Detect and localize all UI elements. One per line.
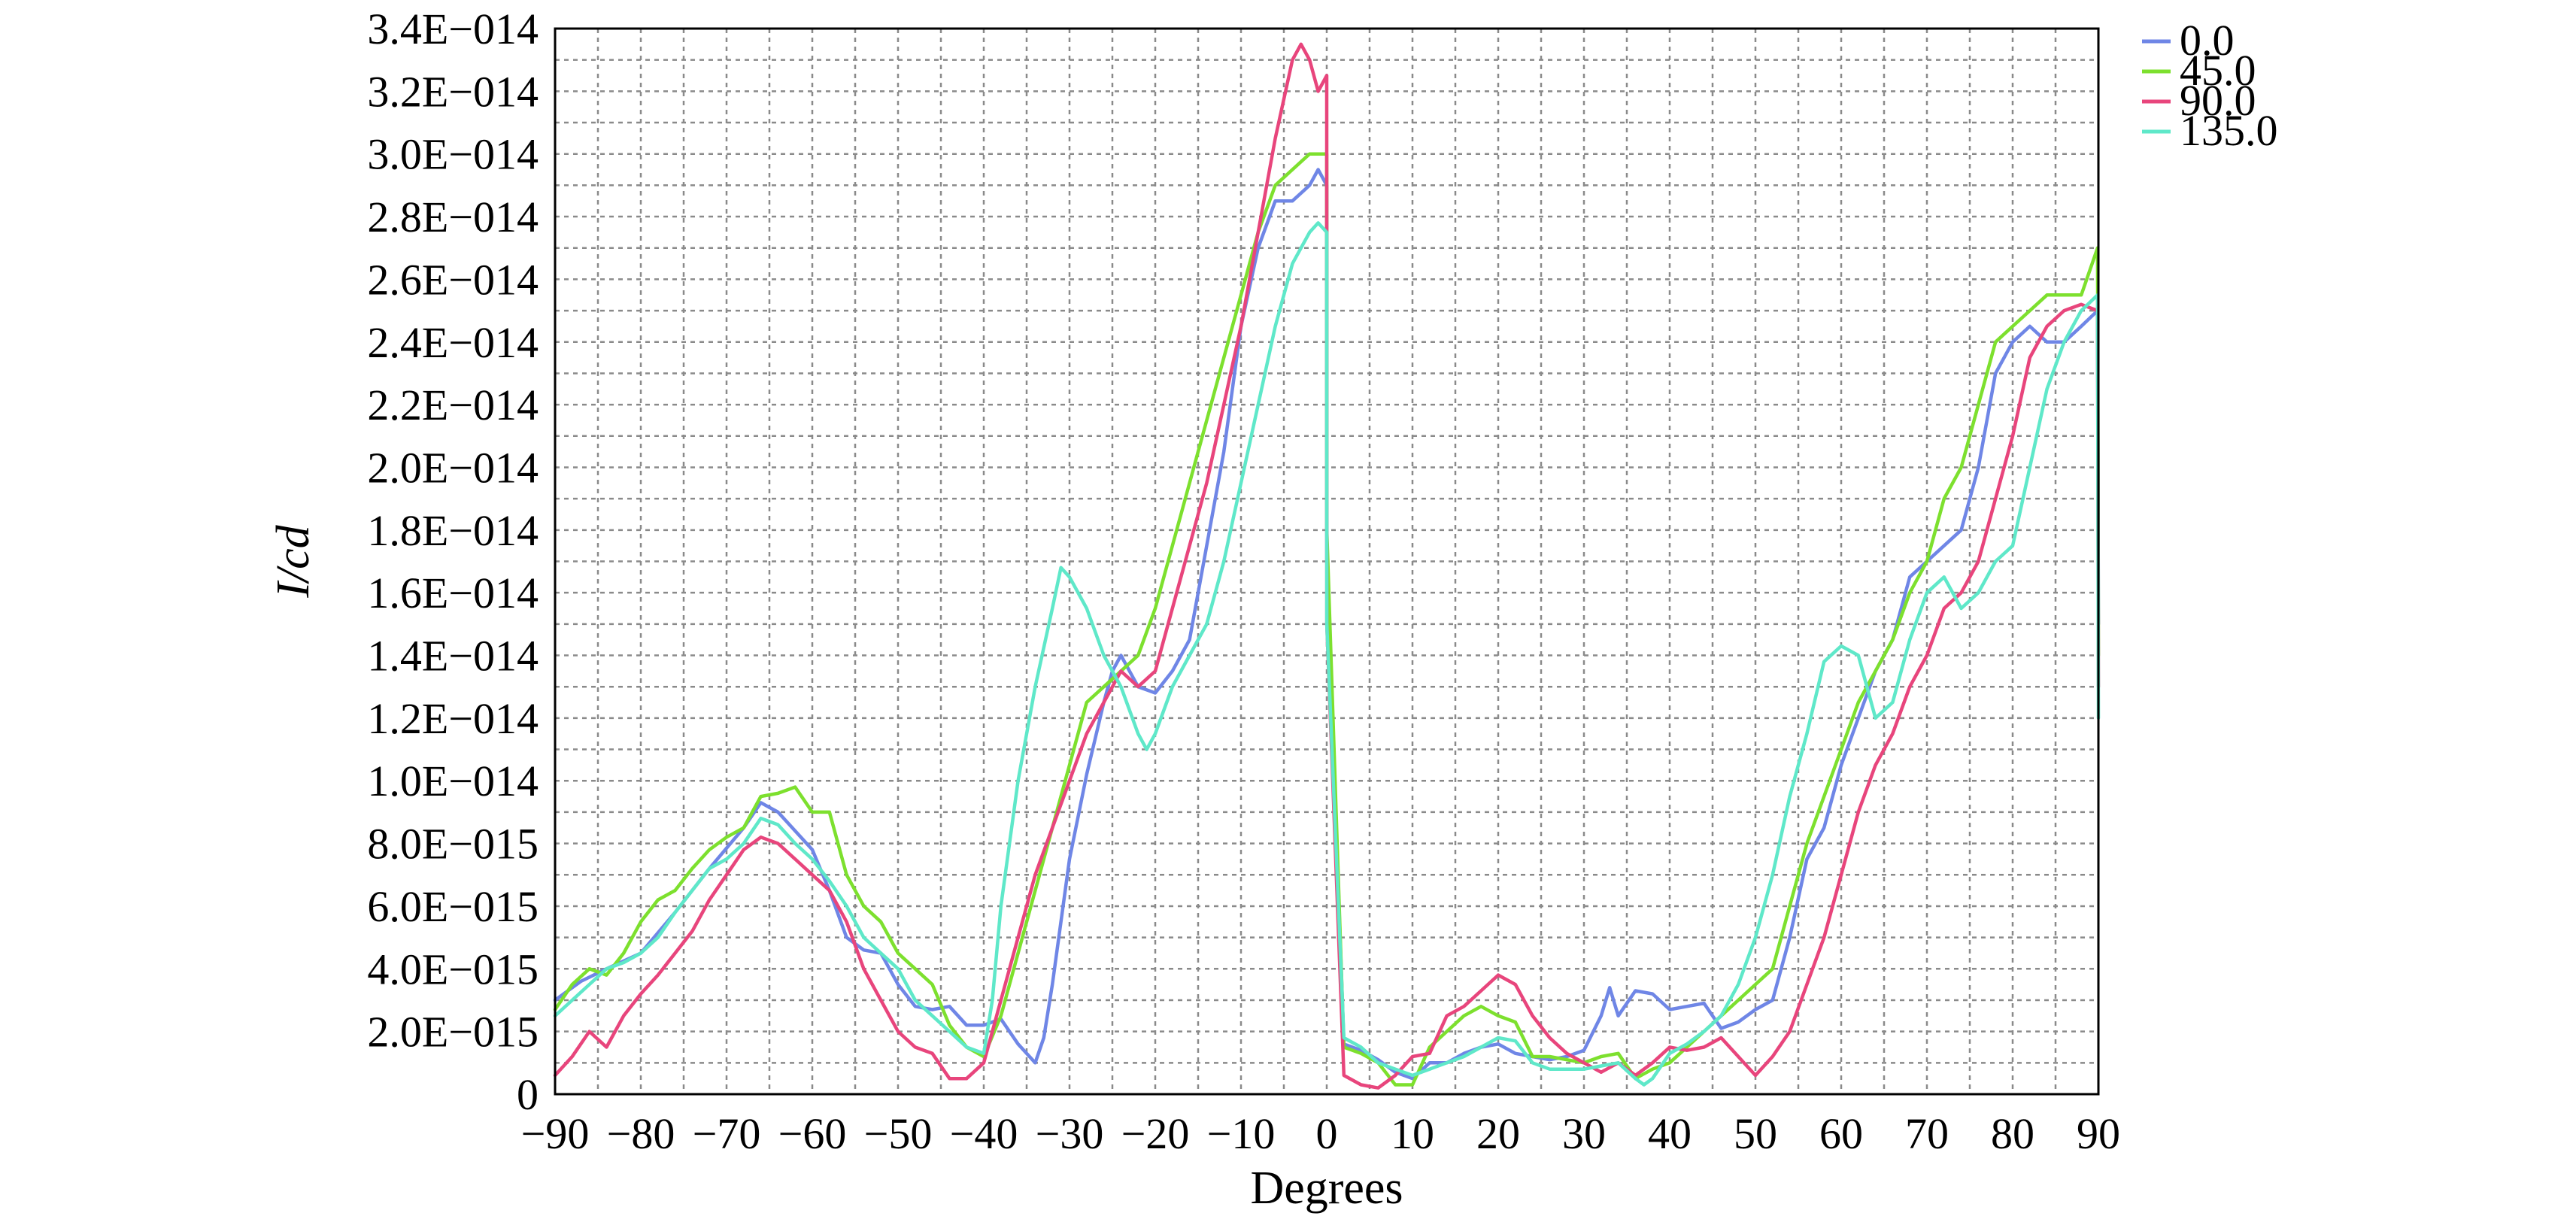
y-tick-label: 3.0E−014 bbox=[367, 130, 539, 179]
y-tick-label: 1.2E−014 bbox=[367, 694, 539, 743]
y-tick-label: 6.0E−015 bbox=[367, 882, 539, 931]
x-tick-label: 40 bbox=[1648, 1109, 1692, 1158]
x-tick-label: 20 bbox=[1476, 1109, 1520, 1158]
x-tick-labels: −90 −80 −70 −60 −50 −40 −30 −20 −10 0 10 20 30 40 50 60… bbox=[521, 1109, 2120, 1158]
x-tick-label: 50 bbox=[1734, 1109, 1777, 1158]
y-tick-label: 2.0E−014 bbox=[367, 443, 539, 492]
y-tick-label: 4.0E−015 bbox=[367, 945, 539, 993]
x-tick-label: 80 bbox=[1991, 1109, 2034, 1158]
legend-label: 90.0 bbox=[2180, 76, 2256, 125]
series-lines bbox=[553, 42, 2101, 1090]
plot-frame bbox=[554, 27, 2100, 1096]
x-tick-label: −60 bbox=[778, 1109, 847, 1158]
x-tick-label: −10 bbox=[1207, 1109, 1276, 1158]
x-tick-label: −90 bbox=[521, 1109, 590, 1158]
x-tick-label: 30 bbox=[1562, 1109, 1606, 1158]
y-tick-label: 8.0E−015 bbox=[367, 820, 539, 869]
x-tick-label: 90 bbox=[2077, 1109, 2120, 1158]
x-tick-label: 10 bbox=[1391, 1109, 1434, 1158]
x-tick-label: −70 bbox=[693, 1109, 761, 1158]
series-line-90-0 bbox=[553, 42, 2101, 1090]
y-tick-label: 2.0E−015 bbox=[367, 1008, 539, 1057]
y-tick-label: 3.2E−014 bbox=[367, 67, 539, 116]
legend-label: 135.0 bbox=[2180, 106, 2278, 155]
x-tick-label: −40 bbox=[950, 1109, 1018, 1158]
legend-label: 45.0 bbox=[2180, 46, 2256, 95]
legend-label: 0.0 bbox=[2180, 16, 2235, 65]
y-tick-label: 2.4E−014 bbox=[367, 318, 539, 367]
x-tick-label: −20 bbox=[1121, 1109, 1190, 1158]
x-tick-label: −50 bbox=[864, 1109, 933, 1158]
x-tick-label: 60 bbox=[1819, 1109, 1863, 1158]
y-tick-label: 1.8E−014 bbox=[367, 506, 539, 555]
x-axis-label: Degrees bbox=[1250, 1163, 1403, 1214]
x-tick-label: 0 bbox=[1316, 1109, 1338, 1158]
y-axis-label: I/cd bbox=[268, 524, 319, 598]
y-tick-label: 2.6E−014 bbox=[367, 255, 539, 304]
y-tick-labels: 0 2.0E−015 4.0E−015 6.0E−015 8.0E−015 1.0E−01… bbox=[367, 5, 539, 1119]
x-tick-label: −30 bbox=[1036, 1109, 1104, 1158]
y-tick-label: 2.2E−014 bbox=[367, 381, 539, 429]
x-tick-label: 70 bbox=[1905, 1109, 1949, 1158]
x-tick-label: −80 bbox=[607, 1109, 675, 1158]
y-tick-label: 3.4E−014 bbox=[367, 5, 539, 53]
y-tick-label: 0 bbox=[517, 1070, 539, 1119]
y-tick-label: 1.0E−014 bbox=[367, 757, 539, 805]
y-tick-label: 2.8E−014 bbox=[367, 193, 539, 241]
y-tick-label: 1.6E−014 bbox=[367, 569, 539, 617]
y-tick-label: 1.4E−014 bbox=[367, 632, 539, 681]
series-line-135-0 bbox=[553, 221, 2101, 1087]
